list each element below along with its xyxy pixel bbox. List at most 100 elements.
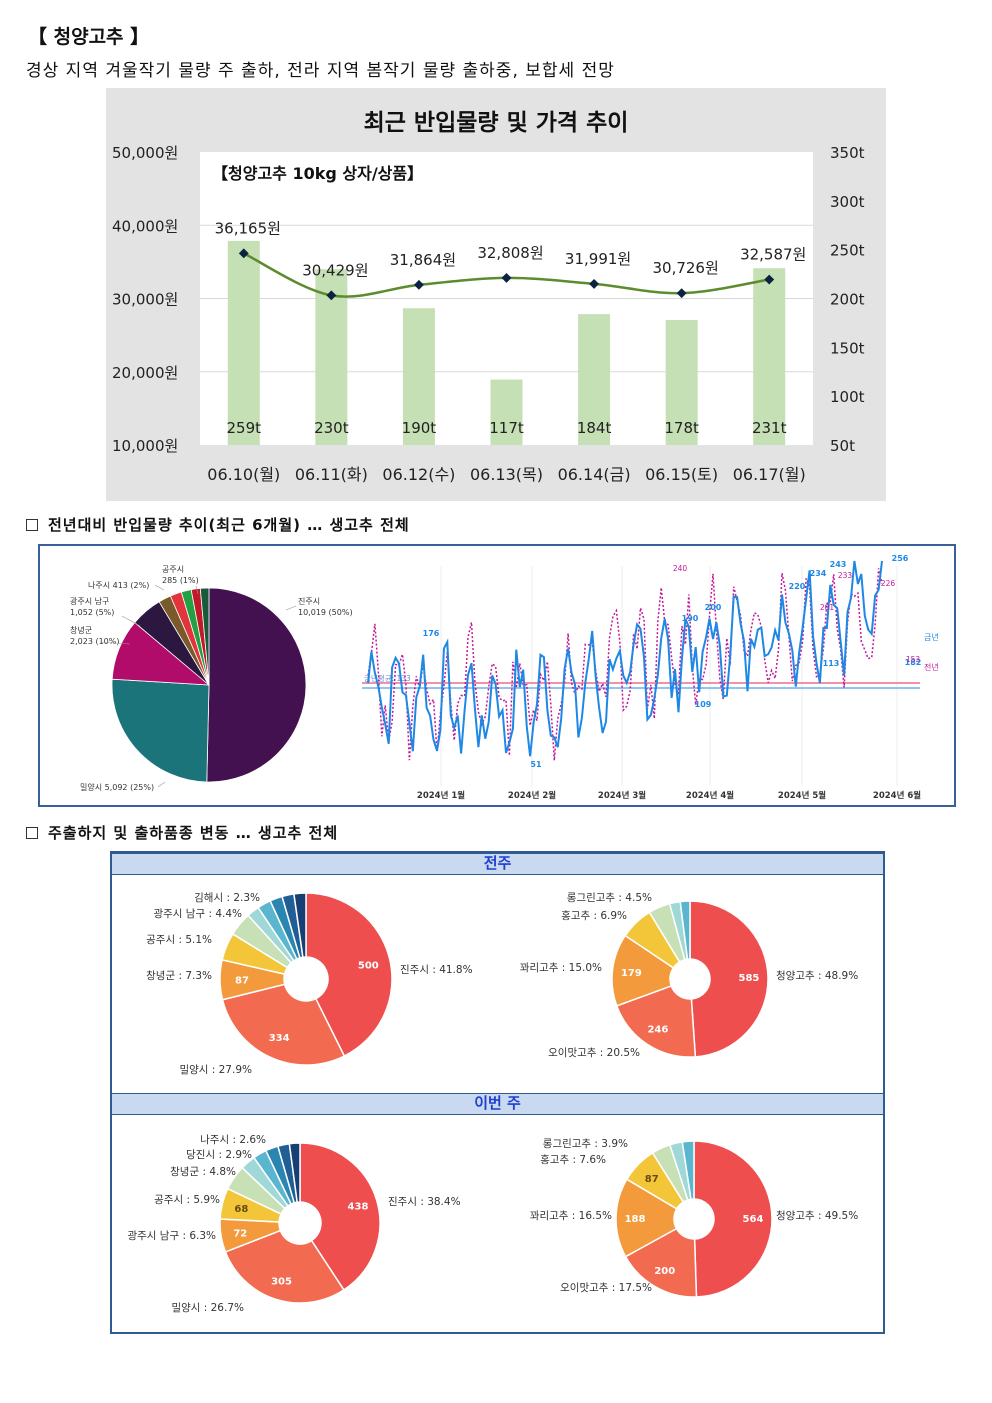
- legend-curr: 금년: [924, 632, 939, 642]
- trend-x-tick: 2024년 4월: [686, 790, 734, 801]
- price-label: 32,587원: [740, 246, 806, 264]
- donut-callout: 창녕군 : 7.3%: [146, 970, 212, 982]
- x-tick-label: 06.11(화): [295, 465, 368, 484]
- price-point: [238, 248, 249, 259]
- donut-inner-label: 585: [739, 973, 760, 984]
- donut-callout: 롱그린고추 : 4.5%: [567, 892, 652, 904]
- y-left-tick: 40,000원: [112, 217, 178, 235]
- price-label: 31,864원: [390, 251, 456, 269]
- y-right-tick: 150t: [830, 339, 865, 357]
- donut-slice: [293, 892, 307, 959]
- pie-callout: 나주시 413 (2%): [88, 581, 149, 590]
- x-tick-label: 06.17(월): [733, 465, 806, 484]
- price-label: 32,808원: [477, 244, 543, 262]
- donut-inner-label: 246: [647, 1025, 668, 1036]
- trend-x-tick: 2024년 5월: [778, 790, 826, 801]
- bar-label: 190t: [402, 419, 437, 437]
- callout-leader: [285, 605, 297, 611]
- x-tick-label: 06.12(수): [382, 465, 455, 484]
- donut-callout: 밀양시 : 27.9%: [179, 1064, 252, 1076]
- donut-callout: 밀양시 : 26.7%: [171, 1302, 244, 1314]
- price-label: 30,726원: [652, 259, 718, 277]
- pie-callout: 285 (1%): [162, 576, 199, 585]
- pie-callout: 공주시: [162, 565, 184, 574]
- y-left-tick: 10,000원: [112, 437, 178, 455]
- trend-peak-label: 220: [789, 582, 806, 591]
- trend-peak-label: 200: [705, 603, 722, 612]
- donut-slice: [693, 1140, 773, 1298]
- section2-title-text: 전년대비 반입물량 추이(최근 6개월) … 생고추 전체: [48, 516, 410, 534]
- page-subheading: 경상 지역 겨울작기 물량 주 출하, 전라 지역 봄작기 물량 출하중, 보합…: [26, 61, 615, 81]
- pie-slice: [206, 587, 307, 783]
- ref-line-label: 금년평균: 133: [364, 673, 411, 683]
- y-right-tick: 300t: [830, 193, 865, 211]
- y-right-tick: 50t: [830, 437, 855, 455]
- bar-label: 117t: [489, 419, 524, 437]
- trend-x-tick: 2024년 6월: [873, 790, 921, 801]
- bar-label: 231t: [752, 419, 787, 437]
- this-week-band: 이번 주: [112, 1093, 883, 1115]
- trend-peak-label: 240: [673, 564, 688, 573]
- trend-peak-label: 234: [810, 569, 827, 578]
- chart-subtitle: 【청양고추 10kg 상자/상품】: [212, 164, 423, 183]
- trend-peak-label: 109: [695, 700, 712, 709]
- trend-peak-label: 243: [830, 560, 847, 569]
- callout-leader: [121, 615, 141, 627]
- checkbox-icon: [26, 827, 38, 839]
- donut-callout: 김해시 : 2.3%: [194, 891, 260, 904]
- donut-callout: 청양고추 : 49.5%: [776, 1210, 858, 1222]
- pie-callout: 10,019 (50%): [298, 608, 353, 617]
- y-right-tick: 100t: [830, 388, 865, 406]
- bar: [578, 314, 611, 445]
- y-right-tick: 250t: [830, 242, 865, 260]
- donut-callout: 오이맛고추 : 17.5%: [560, 1282, 652, 1294]
- x-tick-label: 06.15(토): [645, 465, 718, 484]
- trend-peak-label: 153: [906, 655, 921, 664]
- donut-inner-label: 87: [235, 976, 249, 987]
- bar-label: 230t: [314, 419, 349, 437]
- donut-inner-label: 87: [645, 1174, 659, 1185]
- bar-label: 259t: [227, 419, 262, 437]
- trend-line-prev: [367, 568, 883, 761]
- donut-callout: 홍고추 : 7.6%: [540, 1153, 606, 1166]
- donut-callout: 광주시 남구 : 4.4%: [153, 908, 242, 920]
- trend-peak-label: 51: [530, 760, 542, 769]
- donut-callout: 나주시 : 2.6%: [200, 1134, 266, 1146]
- donut-inner-label: 334: [269, 1033, 290, 1044]
- trend-peak-label: 233: [838, 571, 853, 580]
- donut-inner-label: 188: [625, 1214, 646, 1225]
- y-right-tick: 350t: [830, 144, 865, 162]
- donut-callout: 공주시 : 5.1%: [146, 934, 212, 946]
- donut-slice: [305, 892, 393, 1058]
- donut-inner-label: 438: [348, 1202, 369, 1213]
- bar-label: 184t: [577, 419, 612, 437]
- donut-inner-label: 68: [234, 1204, 248, 1215]
- trend-x-tick: 2024년 3월: [598, 790, 646, 801]
- prev-week-band: 전주: [112, 853, 883, 875]
- donut-callout: 꽈리고추 : 15.0%: [520, 962, 602, 974]
- callout-leader: [195, 585, 199, 595]
- x-tick-label: 06.13(목): [470, 465, 543, 484]
- section2-title: 전년대비 반입물량 추이(최근 6개월) … 생고추 전체: [26, 514, 410, 535]
- pie-slice: [111, 678, 210, 783]
- bar: [665, 319, 698, 445]
- trend-peak-label: 182: [905, 658, 922, 667]
- bar: [402, 308, 435, 445]
- donut-slice: [288, 1142, 301, 1204]
- trend-x-tick: 2024년 1월: [417, 790, 465, 801]
- bar: [227, 240, 260, 445]
- price-label: 30,429원: [302, 261, 368, 279]
- donut-callout: 롱그린고추 : 3.9%: [543, 1138, 628, 1150]
- price-label: 31,991원: [565, 250, 631, 268]
- donut-callout: 창녕군 : 4.8%: [170, 1166, 236, 1178]
- donut-callout: 꽈리고추 : 16.5%: [530, 1210, 612, 1222]
- bar: [753, 268, 786, 445]
- donut-inner-label: 500: [358, 960, 379, 971]
- legend-prev: 전년: [924, 662, 939, 672]
- price-point: [764, 274, 775, 285]
- donut-slice: [624, 1227, 698, 1298]
- donut-slice: [615, 1178, 678, 1258]
- donut-inner-label: 305: [271, 1277, 292, 1288]
- trend-peak-label: 226: [881, 579, 896, 588]
- callout-leader: [99, 641, 131, 645]
